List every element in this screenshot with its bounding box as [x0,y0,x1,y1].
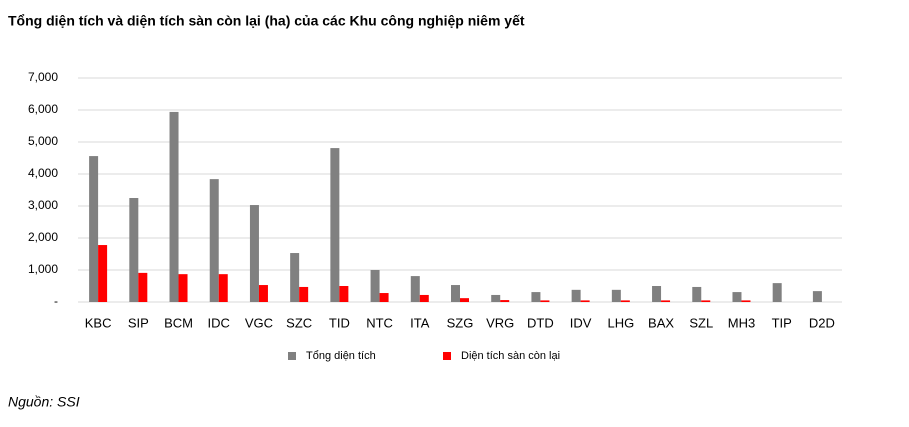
bar [611,289,621,302]
bar [178,274,188,302]
y-tick-label: 7,000 [28,70,58,84]
bar [531,292,541,302]
source-note: Nguồn: SSI [8,394,80,410]
x-tick-label: NTC [366,315,393,330]
bar [812,291,822,302]
bar [580,300,590,302]
bar [772,283,782,302]
bar [491,294,501,302]
x-tick-label: TID [329,315,350,330]
bar [330,148,340,302]
bar [620,300,630,302]
bar [732,292,742,302]
x-tick-label: KBC [85,315,112,330]
bar [370,270,380,302]
bar [410,276,420,302]
bar [138,272,148,302]
bar [290,253,300,302]
y-tick-label: 2,000 [28,230,58,244]
x-tick-label: SZL [689,315,713,330]
chart-title: Tổng diện tích và diện tích sàn còn lại … [8,13,525,29]
bar [379,293,389,302]
x-tick-label: ITA [410,315,430,330]
bar [692,286,702,302]
x-tick-label: BCM [164,315,193,330]
x-tick-label: TIP [772,315,792,330]
x-tick-label: IDV [570,315,592,330]
bar [500,300,510,302]
legend-label: Diện tích sàn còn lại [461,350,560,362]
x-tick-label: VGC [245,315,273,330]
bar [89,156,99,302]
bar [451,285,460,302]
x-tick-label: IDC [208,315,230,330]
bar [460,298,469,302]
x-tick-label: D2D [809,315,835,330]
y-tick-label: 5,000 [28,134,58,148]
bar [661,300,671,302]
bar [98,245,108,302]
y-tick-label: 4,000 [28,166,58,180]
bar [652,286,662,302]
x-tick-label: DTD [527,315,554,330]
legend-swatch [443,352,451,360]
bar [249,205,259,302]
x-tick-label: SZG [447,315,474,330]
x-tick-label: SZC [286,315,312,330]
legend-swatch [288,352,296,360]
x-tick-label: BAX [648,315,674,330]
x-tick-label: MH3 [728,315,755,330]
bar [258,285,268,302]
bar [129,198,139,302]
y-tick-label: 3,000 [28,198,58,212]
bar [169,111,179,302]
y-tick-label: - [54,294,58,308]
bar [339,286,349,302]
y-tick-label: 6,000 [28,102,58,116]
bar [299,286,309,302]
bar [701,300,711,302]
bar [540,300,550,302]
x-tick-label: LHG [607,315,634,330]
y-tick-label: 1,000 [28,262,58,276]
bar [218,274,228,302]
x-tick-label: SIP [128,315,149,330]
x-tick-label: VRG [486,315,514,330]
legend-label: Tổng diện tích [306,350,376,362]
bar [571,289,581,302]
bar [419,294,429,302]
bar [209,179,219,302]
bar [741,300,751,302]
